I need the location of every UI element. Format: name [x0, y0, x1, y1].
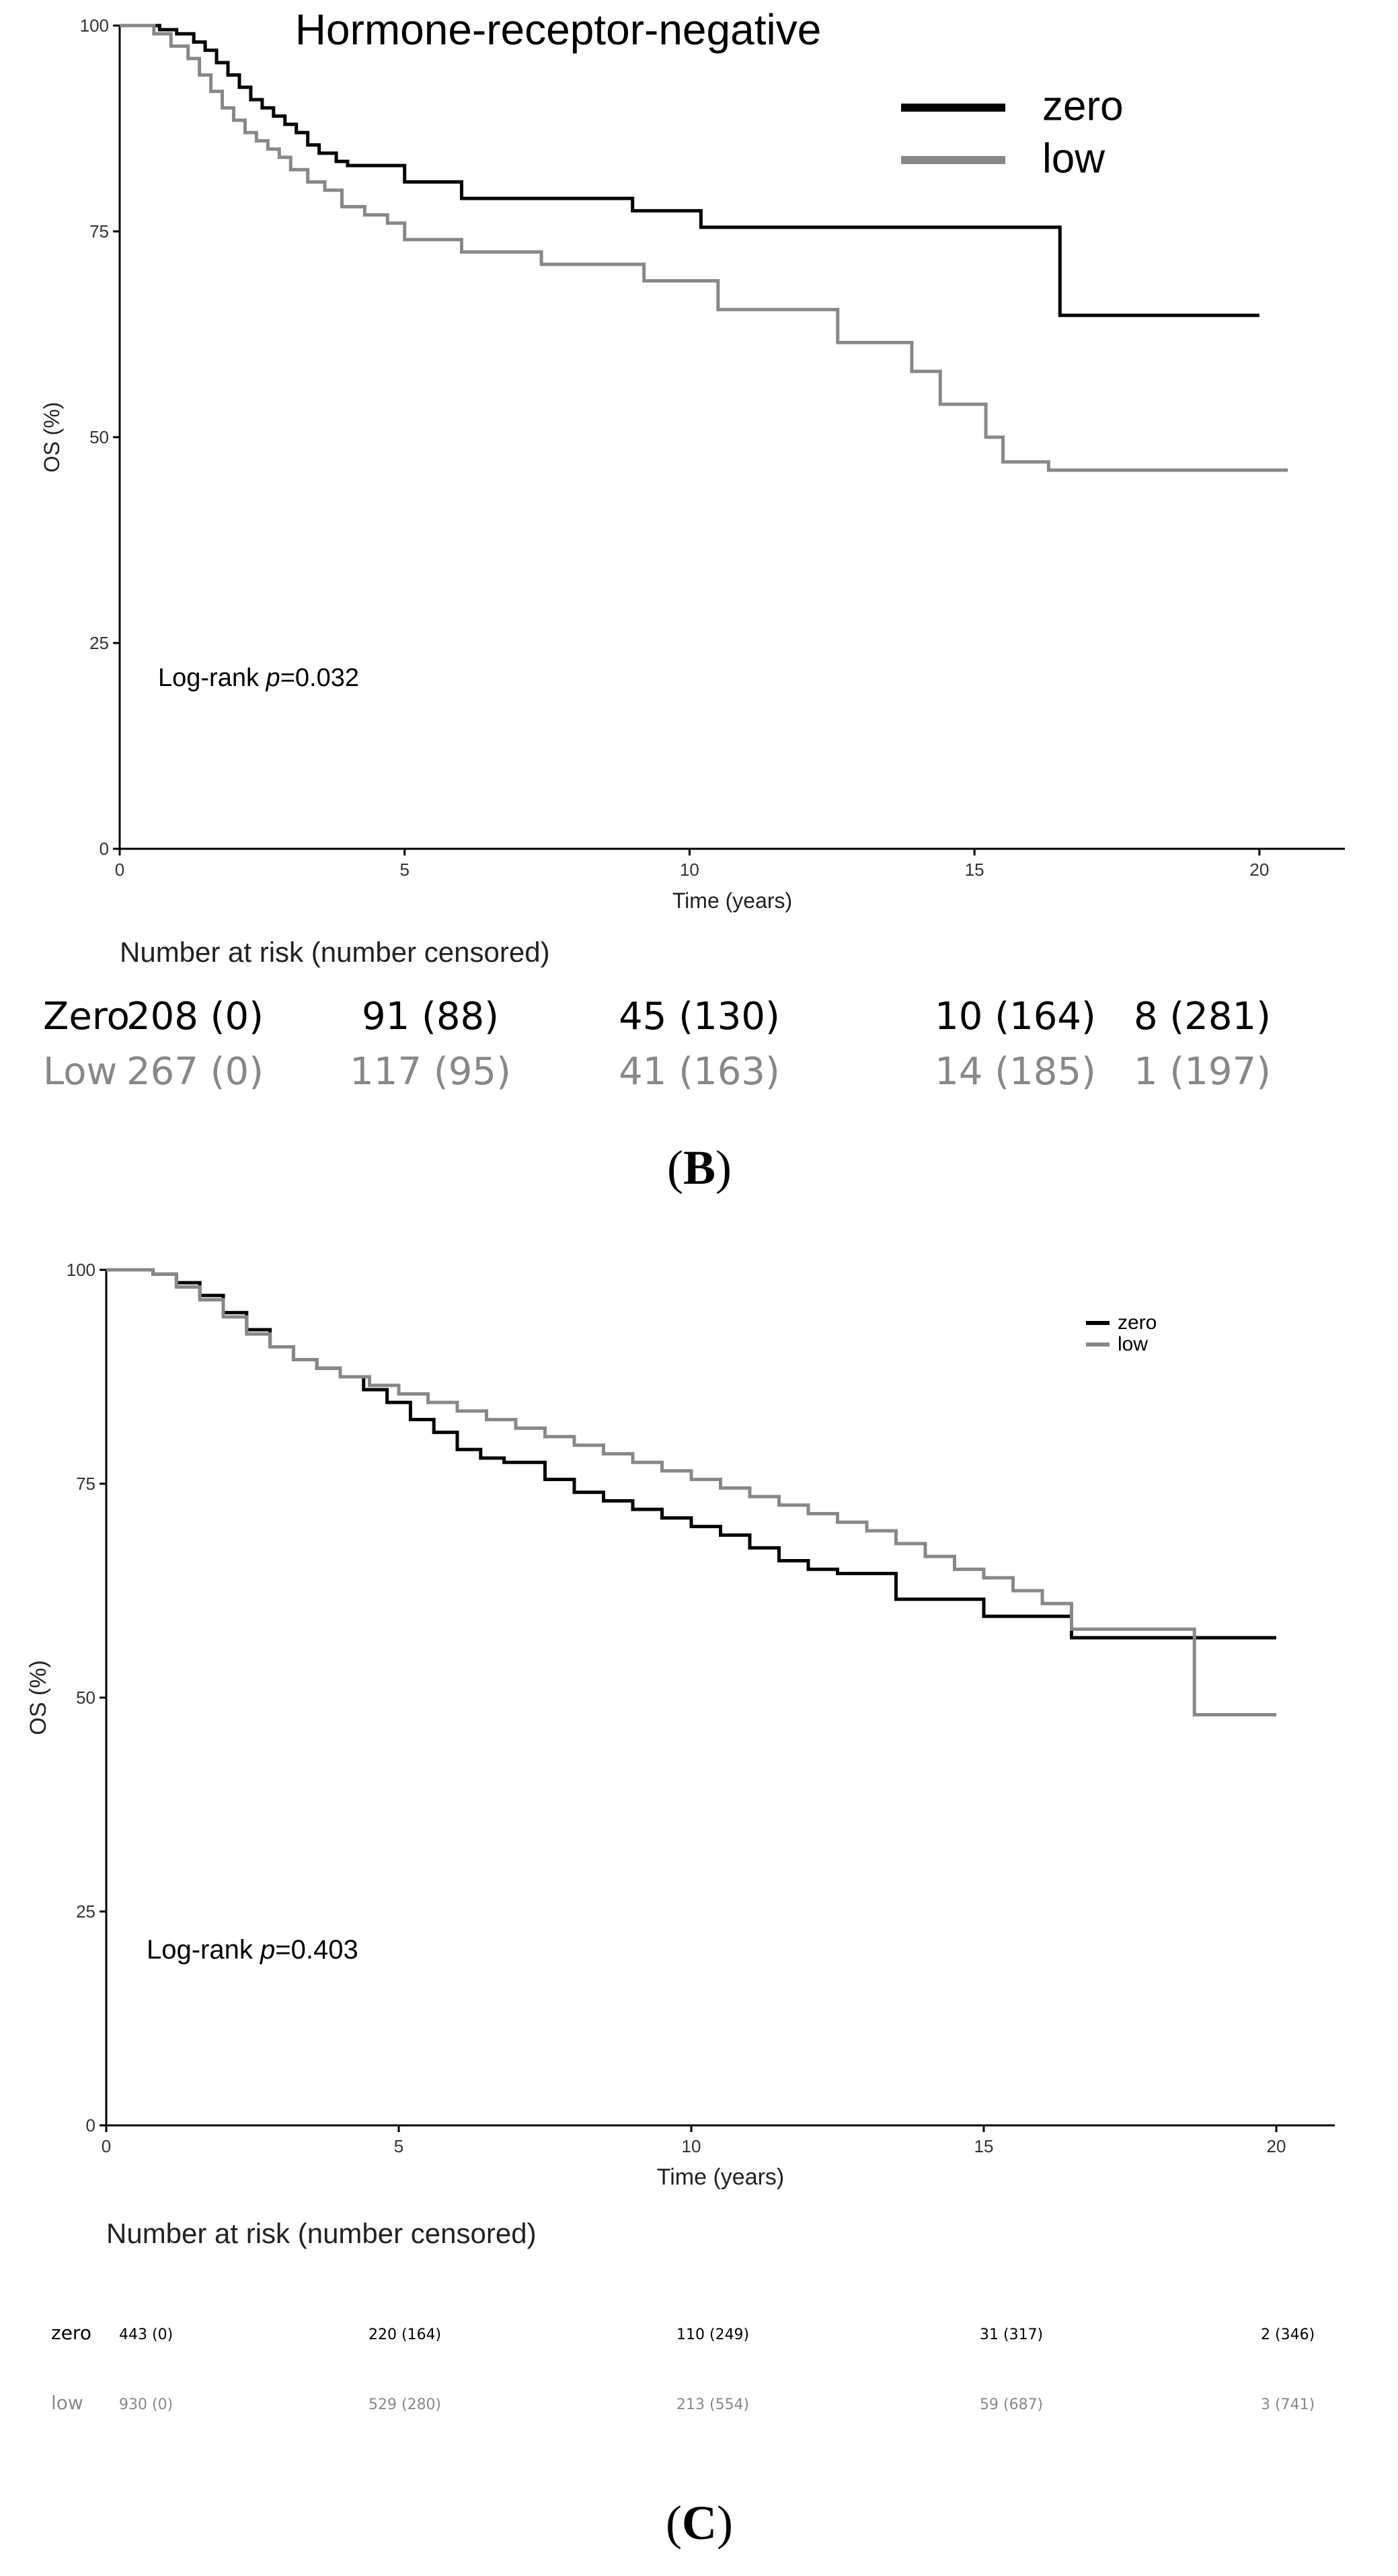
chart-panel-b: Hormone-receptor-negative 0 25 50 75 100 0 5 10 1…	[40, 5, 1345, 1195]
x-tick-label: 5	[399, 860, 409, 880]
panel-label-close: )	[715, 1141, 732, 1195]
log-rank-annotation: Log-rank p=0.032	[158, 664, 359, 692]
y-tick-label: 75	[76, 1474, 95, 1494]
chart-title: Hormone-receptor-negative	[295, 5, 822, 54]
panel-label-letter: B	[683, 1141, 715, 1195]
y-axis-label: OS (%)	[40, 402, 64, 473]
x-tick-label: 5	[394, 2136, 403, 2156]
legend-label-low: low	[1118, 1333, 1148, 1355]
panel-label-letter: C	[682, 2496, 717, 2550]
risk-row-label-zero: zero	[51, 2322, 91, 2344]
y-tick-label: 100	[67, 1260, 95, 1280]
y-tick-label: 0	[100, 839, 109, 859]
risk-cell: 267 (0)	[126, 1050, 264, 1094]
km-curve-low	[120, 24, 1288, 472]
x-tick-label: 0	[115, 860, 124, 880]
risk-cell: 59 (687)	[980, 2396, 1043, 2413]
annotation-prefix: Log-rank	[158, 664, 266, 692]
risk-cell: 8 (281)	[1134, 995, 1271, 1038]
y-tick-label: 25	[76, 1901, 95, 1922]
risk-cell: 91 (88)	[362, 995, 499, 1038]
risk-cell: 110 (249)	[676, 2326, 749, 2343]
y-tick-label: 25	[89, 633, 109, 653]
annotation-prefix: Log-rank	[147, 1935, 260, 1965]
risk-row-label-zero: Zero	[43, 995, 130, 1038]
y-tick-label: 50	[89, 427, 109, 447]
risk-table-title: Number at risk (number censored)	[120, 936, 550, 968]
risk-cell: 443 (0)	[119, 2326, 173, 2343]
y-tick-label: 100	[80, 15, 109, 36]
x-tick-label: 20	[1249, 860, 1269, 880]
risk-cell: 2 (346)	[1261, 2326, 1315, 2343]
risk-cell: 208 (0)	[126, 995, 264, 1038]
risk-cell: 10 (164)	[935, 995, 1096, 1038]
x-tick-label: 0	[102, 2136, 111, 2156]
y-axis-label: OS (%)	[26, 1660, 51, 1735]
risk-row-label-low: Low	[43, 1050, 117, 1094]
x-axis-label: Time (years)	[657, 2164, 785, 2190]
risk-cell: 117 (95)	[350, 1050, 511, 1094]
risk-cell: 220 (164)	[368, 2326, 441, 2343]
annotation-value: =0.032	[280, 664, 359, 692]
panel-label-open: (	[667, 1141, 683, 1195]
km-curve-low	[106, 1268, 1276, 1716]
annotation-p: p	[260, 1935, 275, 1965]
risk-cell: 31 (317)	[980, 2326, 1043, 2343]
risk-cell: 213 (554)	[676, 2396, 749, 2413]
risk-table-title: Number at risk (number censored)	[106, 2218, 537, 2249]
x-tick-label: 15	[965, 860, 984, 880]
y-tick-label: 50	[76, 1688, 95, 1708]
risk-cell: 14 (185)	[935, 1050, 1096, 1094]
x-tick-label: 15	[974, 2136, 994, 2156]
panel-label-close: )	[717, 2496, 733, 2550]
panel-label: (C)	[666, 2496, 733, 2550]
x-tick-label: 20	[1267, 2136, 1286, 2156]
y-tick-label: 0	[86, 2115, 95, 2135]
log-rank-annotation: Log-rank p=0.403	[147, 1935, 358, 1965]
risk-row-label-low: low	[51, 2392, 83, 2414]
panel-label-open: (	[666, 2496, 682, 2550]
legend-label-zero: zero	[1042, 83, 1124, 130]
panel-label: (B)	[667, 1141, 732, 1195]
y-tick-label: 75	[89, 221, 109, 241]
risk-cell: 529 (280)	[368, 2396, 441, 2413]
annotation-value: =0.403	[275, 1935, 358, 1965]
annotation-p: p	[266, 664, 280, 692]
risk-cell: 45 (130)	[619, 995, 780, 1038]
km-curve-zero	[120, 24, 1259, 317]
x-tick-label: 10	[680, 860, 699, 880]
km-curve-zero	[106, 1268, 1276, 1640]
chart-panel-c: 0 25 50 75 100 0 5 10 15 20 Time (years) OS (%) zero…	[26, 1260, 1335, 2550]
x-tick-label: 10	[682, 2136, 701, 2156]
risk-cell: 930 (0)	[119, 2396, 173, 2413]
legend-label-low: low	[1042, 136, 1105, 182]
legend-label-zero: zero	[1118, 1312, 1157, 1334]
risk-cell: 1 (197)	[1134, 1050, 1271, 1094]
x-axis-label: Time (years)	[672, 888, 792, 913]
risk-cell: 41 (163)	[619, 1050, 780, 1094]
risk-cell: 3 (741)	[1261, 2396, 1315, 2413]
